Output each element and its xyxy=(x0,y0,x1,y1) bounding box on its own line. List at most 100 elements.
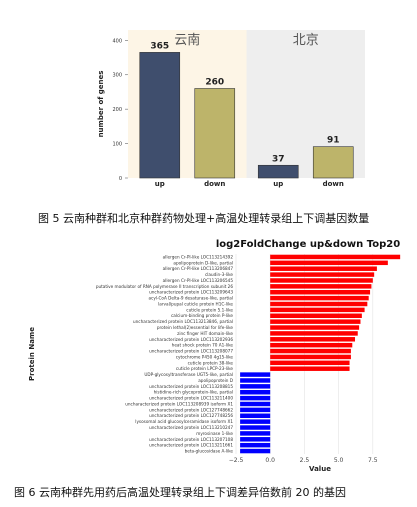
x-tick-label: down xyxy=(323,180,344,188)
y-tick-label: apolipoprotein D-like, partial xyxy=(173,260,233,265)
panel-label: 云南 xyxy=(174,32,200,48)
y-axis-label: number of genes xyxy=(97,71,105,138)
bar xyxy=(270,313,362,318)
chart-title: log2FoldChange up&down Top20 xyxy=(216,239,400,250)
plot-area xyxy=(236,254,407,454)
y-tick-label: beta-glucosidase A-like xyxy=(185,449,234,454)
bar xyxy=(240,425,271,430)
bar xyxy=(240,395,271,401)
figure-6-caption: 图 6 云南种群先用药后高温处理转录组上下调差异倍数前 20 的基因 xyxy=(14,486,346,499)
y-tick-label: allergen Cr-PI-like LOC113206847 xyxy=(163,266,234,271)
bar xyxy=(240,372,271,377)
bar xyxy=(240,448,271,454)
x-tick-label: up xyxy=(155,180,165,188)
x-tick-label: −2.5 xyxy=(229,457,244,464)
bar xyxy=(270,307,365,313)
y-tick-label: uncharacterized protein LOC113207108 xyxy=(149,437,233,442)
y-tick-label: 200 xyxy=(112,107,122,113)
y-tick-label: uncharacterized protein LOC113211400 xyxy=(149,396,233,401)
y-tick-label: uncharacterized protein LOC113213846, pa… xyxy=(133,319,233,324)
y-tick-label: lysosomal acid glucosylceramidase isofor… xyxy=(135,419,233,424)
y-tick-label: uncharacterized protein LOC113209643 xyxy=(149,290,233,295)
y-tick-label: protein lethal(2)essential for life-like xyxy=(157,325,234,330)
y-tick-label: 100 xyxy=(112,142,122,148)
y-tick-label: 0 xyxy=(119,176,122,182)
y-tick-label: apolipoprotein D xyxy=(198,378,233,383)
bar xyxy=(240,419,271,424)
y-tick-label: claudin-3-like xyxy=(205,272,233,277)
bar xyxy=(270,342,353,348)
panel-label: 北京 xyxy=(293,33,319,48)
y-tick-label: myrosinase 1-like xyxy=(196,431,233,436)
bar xyxy=(312,146,354,179)
y-tick-label: acyl-CoA Delta-9 desaturase-like, partia… xyxy=(148,296,233,301)
y-tick-label: larval/pupal cuticle protein H1C-like xyxy=(158,301,233,306)
bar xyxy=(270,325,360,330)
y-tick-label: calcium-binding protein P-like xyxy=(171,313,233,318)
bar xyxy=(270,331,358,336)
y-axis-label: Protein Name xyxy=(28,327,36,381)
log2foldchange-bar-chart: log2FoldChange up&down Top20 −2.5 0.0 2.5 5.… xyxy=(28,239,407,473)
y-tick-label: histidine-rich glycoprotein-like, partia… xyxy=(154,390,233,395)
bar xyxy=(270,319,361,324)
bar xyxy=(240,384,271,389)
figure-5-caption: 图 5 云南种群和北京种群药物处理+高温处理转录组上下调基因数量 xyxy=(38,212,370,225)
bar xyxy=(240,407,271,413)
bar xyxy=(270,290,371,295)
bar xyxy=(270,354,351,360)
bar xyxy=(270,260,388,266)
y-tick-label: zinc finger HIT domain-like xyxy=(177,331,233,336)
y-tick-label: 300 xyxy=(112,73,122,79)
x-tick-label: 7.5 xyxy=(368,457,378,464)
bar-value-label: 91 xyxy=(327,136,340,146)
y-tick-label: uncharacterized protein LOC113208939 iso… xyxy=(125,401,233,406)
y-tick-label: cuticle protein 5.1-like xyxy=(186,307,233,312)
bar xyxy=(240,390,271,395)
bar xyxy=(270,254,401,260)
y-tick-label: uncharacterized protein LOC113210247 xyxy=(149,425,233,430)
bar xyxy=(240,413,271,418)
bar xyxy=(240,437,271,442)
y-tick-label: uncharacterized protein LOC127748662 xyxy=(149,407,233,412)
bar xyxy=(240,378,271,383)
bar xyxy=(194,88,236,179)
x-tick-label: 5.0 xyxy=(334,457,344,464)
y-tick-label: 400 xyxy=(112,38,122,44)
bar xyxy=(270,348,351,354)
bar-value-label: 37 xyxy=(272,154,285,164)
bar xyxy=(270,366,350,371)
x-tick-label: 0.0 xyxy=(265,457,275,464)
bar xyxy=(139,52,181,179)
gene-count-bar-chart: 云南 365 up 260 down 北京 37 up 91 down 0 100 200 300 400 n… xyxy=(97,30,365,188)
y-tick-label: heat shock protein 70 A1-like xyxy=(172,343,234,348)
y-tick-label: cuticle protein 38-like xyxy=(188,360,234,365)
bar-value-label: 260 xyxy=(205,78,224,88)
bar xyxy=(270,278,373,283)
bar xyxy=(257,164,299,179)
y-tick-label: uncharacterized protein LOC113211661 xyxy=(149,443,233,448)
x-tick-label: down xyxy=(204,180,225,188)
y-tick-label: allergen Cr-PI-like LOC113206545 xyxy=(163,278,234,283)
y-tick-label: allergen Cr-PI-like LOC113214392 xyxy=(163,254,234,259)
x-tick-label: up xyxy=(273,180,283,188)
bar xyxy=(240,442,271,448)
bar xyxy=(270,266,377,271)
bar xyxy=(240,401,271,407)
bar xyxy=(270,360,350,366)
y-tick-label: uncharacterized protein LOC113208077 xyxy=(149,349,233,354)
y-tick-label: UDP-glycosyltransferase UGT5-like, parti… xyxy=(144,372,233,377)
y-tick-label: putative modulator of RNA polymerase II … xyxy=(96,284,234,289)
x-tick-label: 2.5 xyxy=(300,457,310,464)
y-tick-label: cytochrome P450 4g15-like xyxy=(176,354,234,359)
y-tick-label: cuticle protein LPCP-23-like xyxy=(176,366,234,371)
bar xyxy=(240,431,271,436)
bar xyxy=(270,284,372,289)
bar xyxy=(270,272,375,277)
bar xyxy=(270,295,369,301)
bar xyxy=(270,337,356,342)
y-tick-label: uncharacterized protein LOC113202936 xyxy=(149,337,233,342)
bar xyxy=(270,301,368,307)
y-tick-label: uncharacterized protein LOC113208815 xyxy=(149,384,233,389)
x-axis-label: Value xyxy=(309,465,331,473)
y-tick-label: uncharacterized protein LOC127748256 xyxy=(149,413,233,418)
